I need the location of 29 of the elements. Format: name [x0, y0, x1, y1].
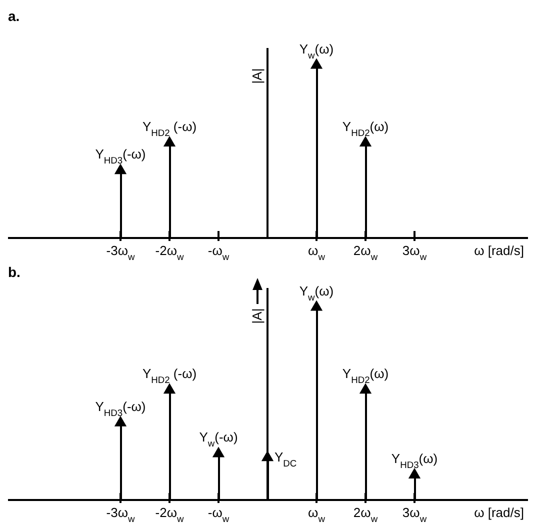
x-tick-label: 3ω$_{w}$ [402, 505, 427, 524]
annotation: Y$_{HD3}$(-ω) [95, 398, 146, 418]
annotation: Y$_{w}$(ω) [299, 41, 334, 60]
x-tick-label: -2ω$_{w}$ [155, 505, 184, 524]
x-axis-title: ω [rad/s] [474, 243, 524, 258]
annotation: Y$_{HD2}$ (-ω) [142, 119, 197, 138]
y-axis-title: |A| [250, 308, 264, 324]
x-tick-label: -ω$_{w}$ [208, 243, 230, 262]
annotation: Y$_{HD2}$(ω) [342, 119, 389, 138]
annotation: Y$_{w}$(ω) [299, 283, 334, 302]
x-tick-label: ω$_{w}$ [308, 243, 326, 262]
x-tick-label: 3ω$_{w}$ [402, 243, 427, 262]
x-tick-label: 2ω$_{w}$ [353, 505, 378, 524]
annotation: Y$_{w}$(-ω) [199, 430, 238, 449]
annotation: Y$_{HD3}$(-ω) [95, 146, 146, 166]
x-tick-label: -2ω$_{w}$ [155, 243, 184, 262]
x-tick-label: 2ω$_{w}$ [353, 243, 378, 262]
x-tick-label: -3ω$_{w}$ [106, 243, 135, 262]
chart-title: b. [8, 264, 20, 280]
chart-title: a. [8, 8, 20, 24]
annotation: Y$_{DC}$ [274, 450, 297, 469]
annotation: Y$_{HD3}$(ω) [391, 450, 438, 470]
y-axis-title: |A| [250, 68, 264, 84]
x-tick-label: -ω$_{w}$ [208, 505, 230, 524]
annotation: Y$_{HD2}$(ω) [342, 366, 389, 386]
x-tick-label: ω$_{w}$ [308, 505, 326, 524]
x-tick-label: -3ω$_{w}$ [106, 505, 135, 524]
annotation: Y$_{HD2}$ (-ω) [142, 366, 197, 386]
x-axis-title: ω [rad/s] [474, 505, 524, 520]
